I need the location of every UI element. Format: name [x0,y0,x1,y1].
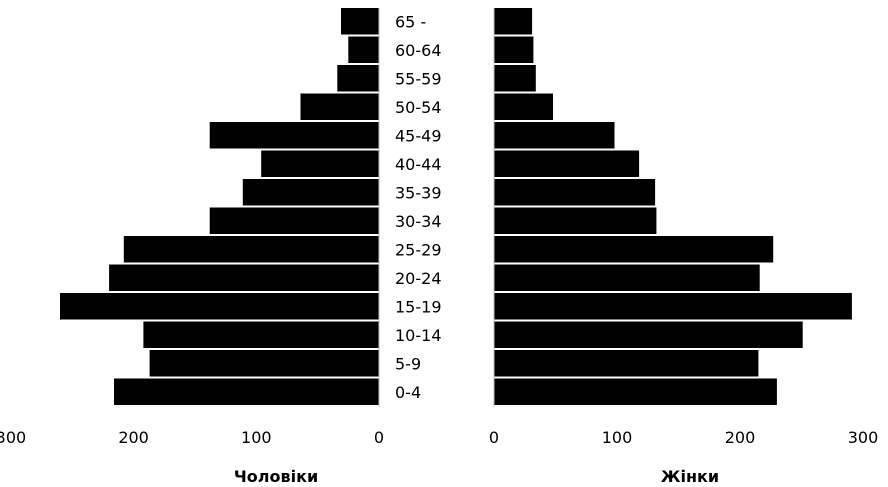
women-bar-55-59 [494,65,536,92]
women-bar-50-54 [494,93,553,120]
men-bar-35-39 [242,179,379,206]
age-group-label: 0-4 [395,383,421,402]
men-bar-45-49 [209,122,379,149]
women-tick-label: 300 [848,428,879,447]
men-tick-label: 100 [241,428,272,447]
men-bar-50-54 [300,93,379,120]
age-group-labels: 65 - 60-64 55-59 50-54 45-49 40-44 35-39 30-34 2… [395,12,442,402]
age-group-label: 25-29 [395,240,442,259]
women-bar-35-39 [494,179,656,206]
women-bar-60-64 [494,36,534,63]
men-bar-60-64 [348,36,379,63]
men-axis-ticks: 300 200 100 0 [0,428,384,447]
women-bar-20-24 [494,264,760,291]
women-bar-5-9 [494,350,759,377]
women-bar-45-49 [494,122,615,149]
women-tick-label: 100 [602,428,633,447]
age-group-label: 5-9 [395,354,421,373]
women-bar-30-34 [494,207,657,234]
women-bar-40-44 [494,150,640,177]
women-bar-10-14 [494,321,803,348]
men-bar-55-59 [337,65,379,92]
men-bar-65 [341,8,379,35]
men-tick-label: 0 [374,428,384,447]
men-bar-15-19 [60,293,379,320]
age-group-label: 30-34 [395,212,442,231]
women-bar-15-19 [494,293,852,320]
men-axis-title: Чоловіки [234,467,318,486]
men-bar-20-24 [109,264,379,291]
men-tick-label: 300 [0,428,26,447]
men-bar-0-4 [114,378,379,405]
women-bar-25-29 [494,236,774,263]
age-group-label: 35-39 [395,183,442,202]
age-group-label: 20-24 [395,269,442,288]
age-group-label: 65 - [395,12,426,31]
women-tick-label: 200 [725,428,756,447]
men-bars [60,8,379,405]
women-tick-label: 0 [489,428,499,447]
women-axis-title: Жінки [661,467,719,486]
age-group-label: 60-64 [395,41,442,60]
age-group-label: 55-59 [395,69,442,88]
men-bar-10-14 [143,321,379,348]
men-bar-5-9 [149,350,379,377]
men-bar-40-44 [261,150,379,177]
age-group-label: 40-44 [395,155,442,174]
men-bar-30-34 [209,207,379,234]
women-bars [494,8,852,405]
men-bar-25-29 [123,236,379,263]
age-group-label: 15-19 [395,297,442,316]
age-group-label: 10-14 [395,326,442,345]
women-axis-ticks: 0 100 200 300 [489,428,878,447]
age-group-label: 45-49 [395,126,442,145]
women-bar-65 [494,8,533,35]
men-tick-label: 200 [118,428,149,447]
age-group-label: 50-54 [395,98,442,117]
women-bar-0-4 [494,378,777,405]
